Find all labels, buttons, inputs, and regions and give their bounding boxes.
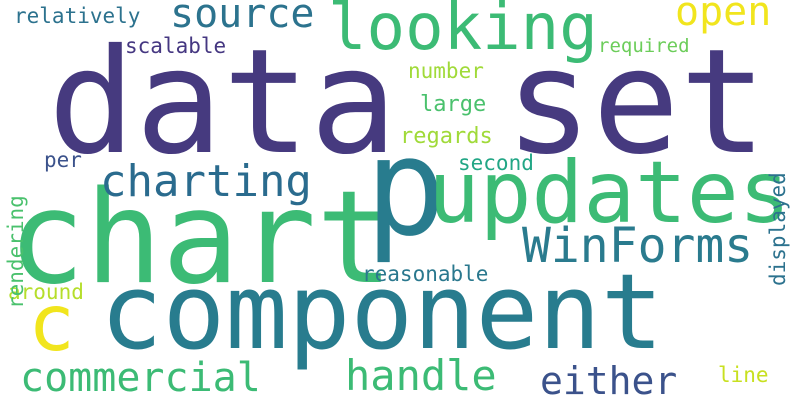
word-component: component (100, 251, 664, 373)
word-handle: handle (345, 351, 497, 400)
word-number: number (408, 59, 484, 83)
word-large: large (420, 92, 487, 117)
word-per: per (44, 148, 82, 172)
word-updates: updates (428, 143, 791, 243)
word-required: required (598, 35, 690, 57)
word-looking: looking (328, 0, 598, 65)
word-scalable: scalable (125, 34, 227, 58)
word-source: source (170, 0, 315, 37)
word-reasonable: reasonable (362, 262, 489, 286)
word-chart: chart (8, 164, 394, 313)
word-relatively: relatively (14, 4, 141, 28)
word-either: either (540, 359, 678, 400)
word-c: c (28, 279, 75, 369)
word-around: around (8, 280, 84, 304)
word-line: line (718, 363, 769, 387)
word-data: data (48, 18, 398, 187)
word-winforms: WinForms (522, 218, 754, 274)
word-charting: charting (100, 156, 312, 207)
word-regards: regards (400, 124, 493, 149)
word-open: open (675, 0, 772, 35)
word-p: p (365, 109, 447, 266)
word-set: set (505, 18, 767, 187)
word-second: second (458, 151, 534, 175)
word-commercial: commercial (20, 355, 261, 400)
word-rendering: rendering (4, 195, 28, 309)
word-displayed: displayed (766, 172, 790, 286)
